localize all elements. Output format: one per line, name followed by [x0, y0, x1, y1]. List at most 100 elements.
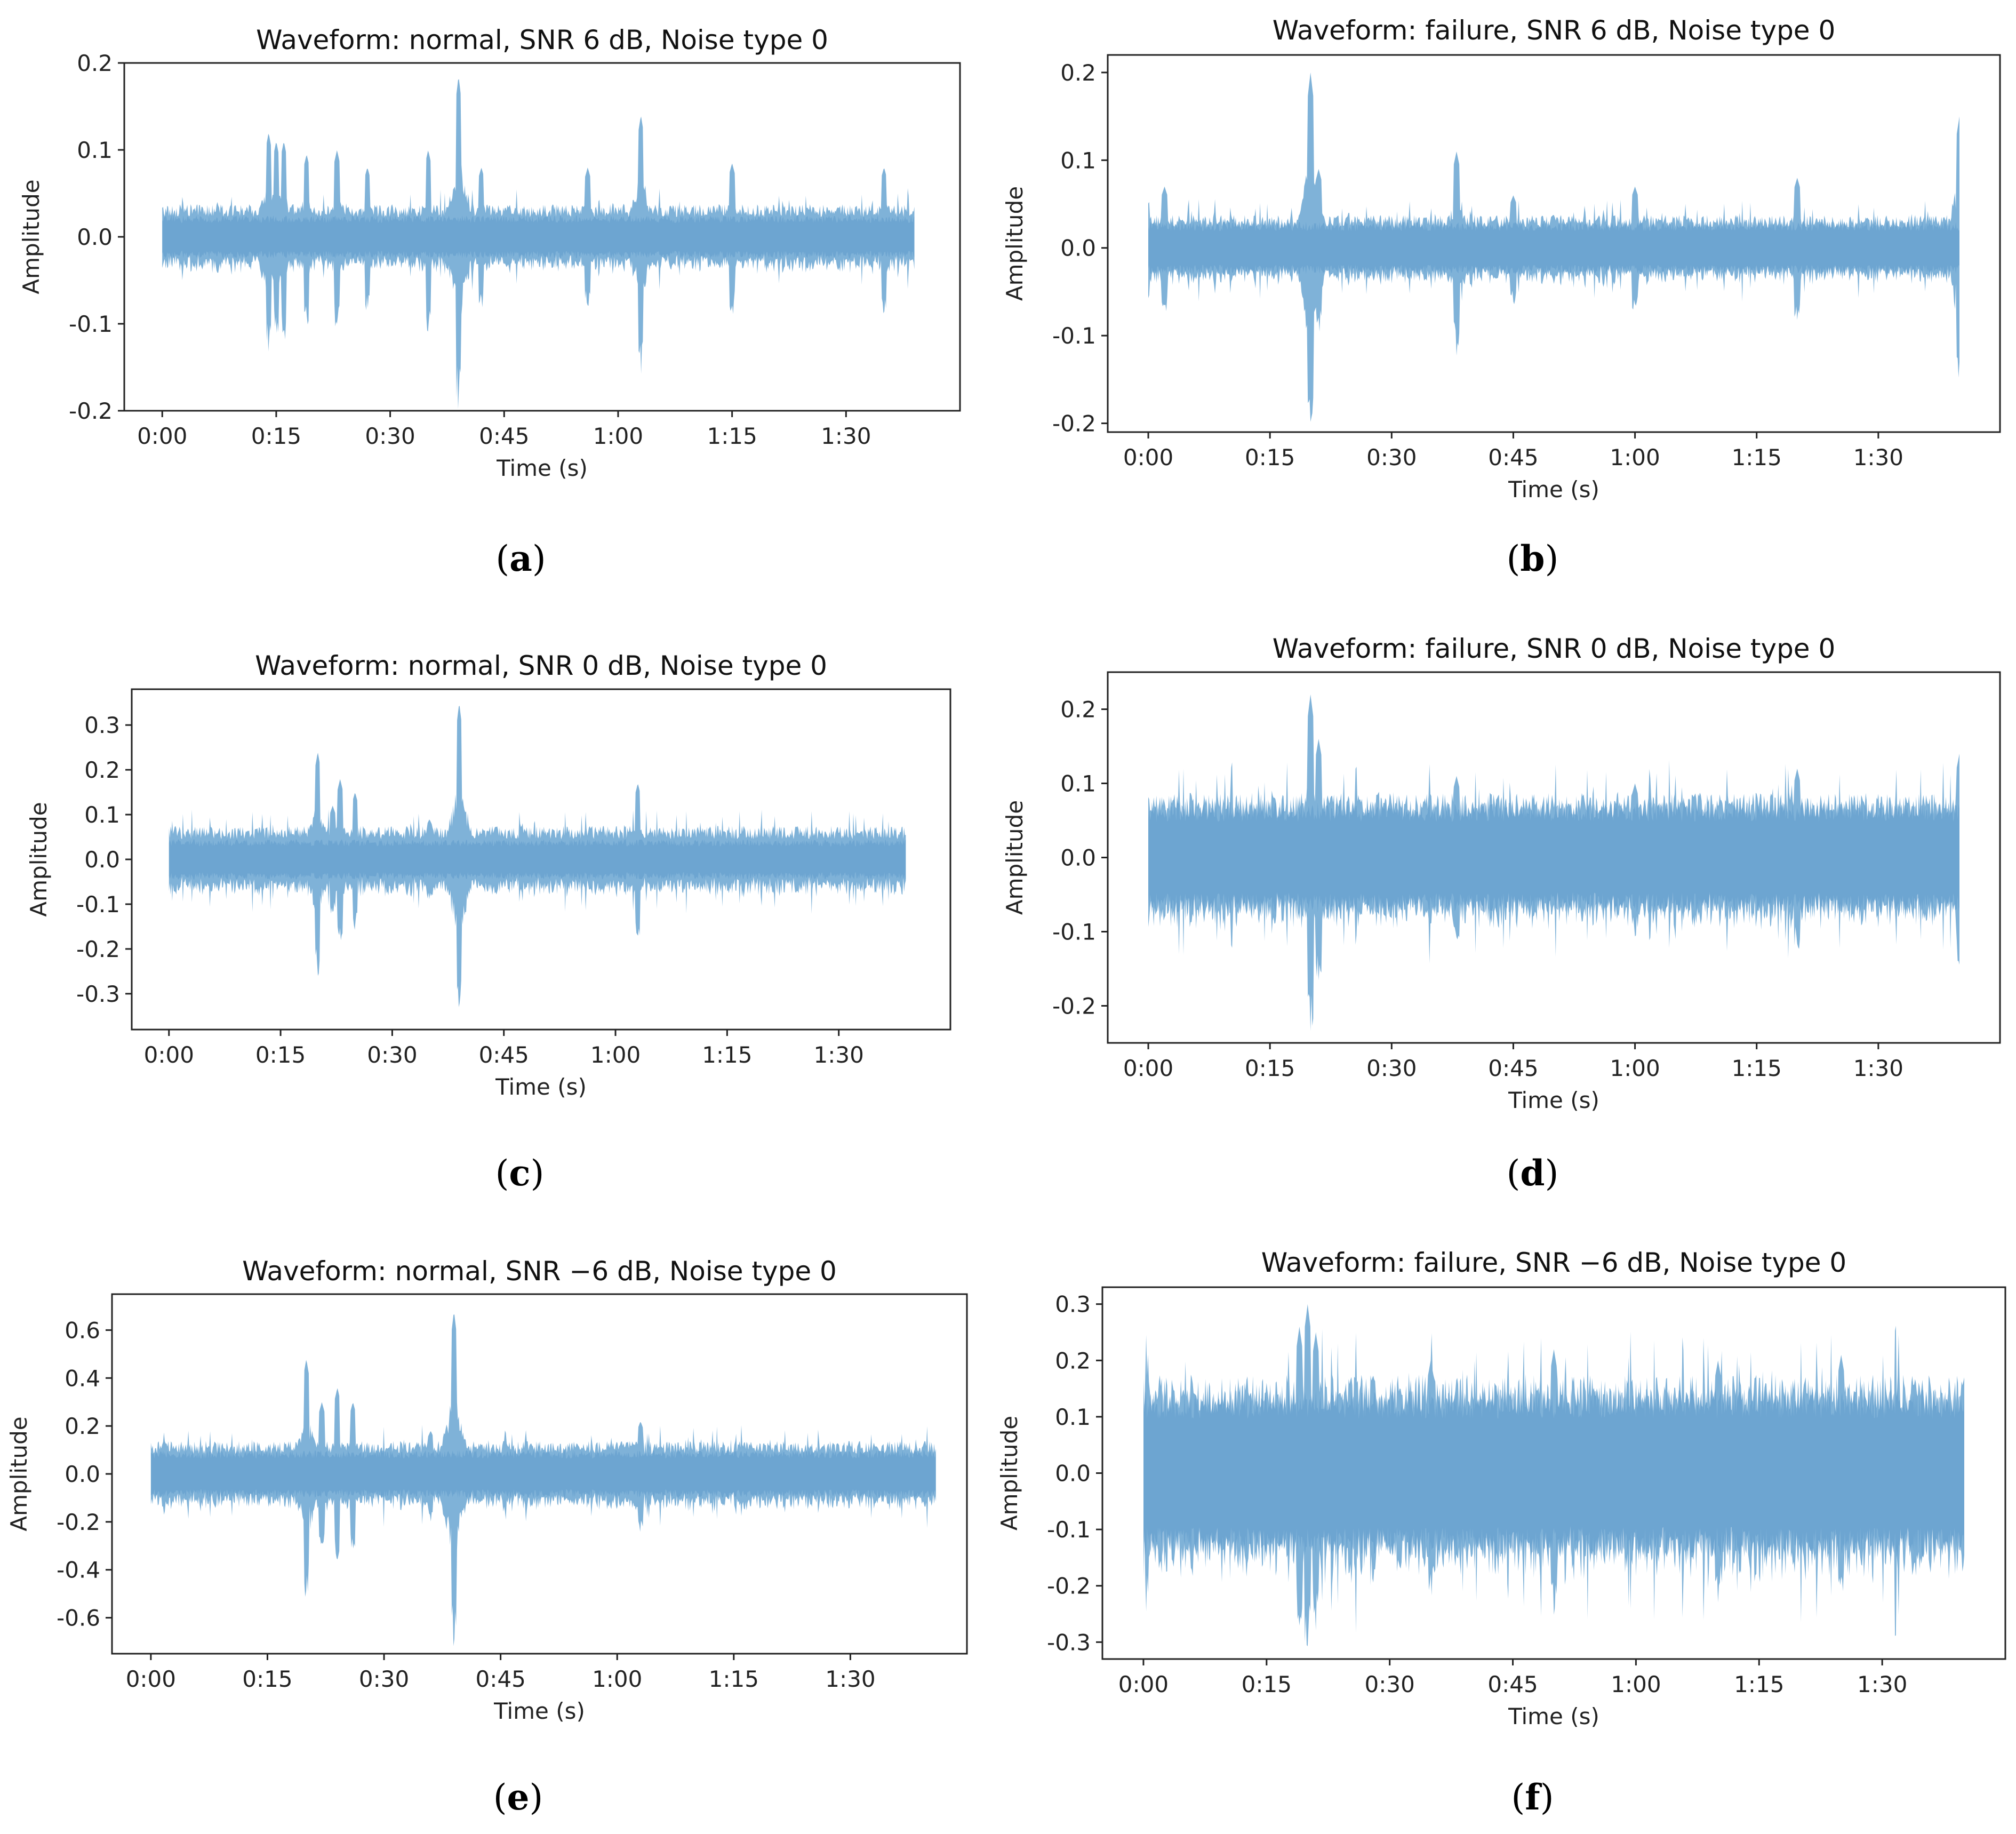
x-axis-label: Time (s): [1508, 1087, 1599, 1113]
x-tick-label: 0:15: [251, 423, 301, 449]
panel-caption: (d): [1507, 1152, 1559, 1194]
x-tick-label: 1:15: [702, 1042, 752, 1068]
y-tick-label: -0.2: [76, 936, 120, 962]
waveform-core: [1148, 802, 1959, 913]
y-tick-label: 0.2: [1055, 1347, 1091, 1374]
chart-title: Waveform: failure, SNR 0 dB, Noise type …: [1273, 633, 1836, 664]
y-tick-label: 0.2: [65, 1413, 100, 1439]
waveform-core: [150, 1450, 936, 1498]
x-tick-label: 1:00: [592, 1666, 642, 1692]
y-tick-label: -0.2: [1052, 993, 1096, 1019]
y-tick-label: 0.2: [84, 757, 120, 783]
x-axis-label: Time (s): [495, 1074, 587, 1100]
x-tick-label: 0:45: [479, 423, 529, 449]
x-tick-label: 1:00: [1611, 1671, 1661, 1697]
y-tick-label: -0.6: [57, 1605, 100, 1631]
y-tick-label: 0.3: [84, 712, 120, 738]
x-tick-label: 1:15: [1732, 1055, 1782, 1081]
y-tick-label: -0.1: [76, 891, 120, 918]
panel-caption-letter: f: [1525, 1776, 1542, 1818]
x-tick-label: 1:30: [825, 1666, 875, 1692]
waveform-core: [169, 839, 906, 880]
x-tick-label: 0:30: [1365, 1671, 1415, 1697]
x-tick-label: 1:15: [709, 1666, 759, 1692]
x-tick-label: 1:15: [1732, 444, 1782, 471]
x-tick-label: 1:00: [593, 423, 643, 449]
x-axis-label: Time (s): [1508, 476, 1599, 503]
waveform-core: [1143, 1389, 1964, 1558]
x-tick-label: 0:15: [1245, 1055, 1295, 1081]
y-tick-label: -0.1: [1047, 1517, 1091, 1543]
chart-title: Waveform: normal, SNR 6 dB, Noise type 0: [256, 25, 828, 55]
chart-title: Waveform: normal, SNR −6 dB, Noise type …: [242, 1256, 837, 1287]
plot-frame: [1107, 54, 2001, 433]
y-tick-label: 0.6: [65, 1317, 100, 1343]
x-tick-label: 0:15: [242, 1666, 292, 1692]
y-tick-label: -0.3: [1047, 1629, 1091, 1655]
y-tick-label: 0.2: [1060, 697, 1096, 723]
panel-e: Waveform: normal, SNR −6 dB, Noise type …: [6, 1256, 968, 1818]
x-tick-label: 0:00: [126, 1666, 176, 1692]
panel-caption: (a): [495, 538, 546, 579]
y-tick-label: 0.3: [1055, 1291, 1091, 1318]
x-axis-label: Time (s): [1508, 1703, 1599, 1729]
y-axis-label: Amplitude: [1002, 186, 1028, 301]
x-tick-label: 1:30: [1853, 444, 1903, 471]
y-tick-label: 0.1: [84, 802, 120, 828]
y-axis-label: Amplitude: [6, 1416, 32, 1531]
x-tick-label: 0:00: [1118, 1671, 1169, 1697]
y-tick-label: 0.1: [1060, 147, 1096, 173]
panel-caption-letter: c: [509, 1152, 530, 1194]
y-tick-label: 0.0: [65, 1461, 100, 1487]
y-tick-label: 0.0: [1055, 1461, 1091, 1487]
x-tick-label: 0:15: [1245, 444, 1295, 471]
y-tick-label: 0.4: [65, 1365, 100, 1391]
x-tick-label: 1:30: [1857, 1671, 1907, 1697]
y-axis-label: Amplitude: [26, 802, 52, 916]
y-tick-label: -0.2: [1052, 411, 1096, 437]
x-tick-label: 0:00: [1123, 444, 1173, 471]
y-tick-label: -0.1: [1052, 919, 1096, 945]
y-tick-label: 0.2: [1060, 60, 1096, 86]
panel-caption: (c): [495, 1152, 545, 1194]
y-tick-label: -0.4: [57, 1557, 100, 1583]
x-tick-label: 0:30: [1366, 1055, 1417, 1081]
x-tick-label: 1:30: [814, 1042, 864, 1068]
x-tick-label: 0:45: [1487, 1671, 1538, 1697]
panel-caption-letter: a: [509, 538, 532, 579]
y-axis-label: Amplitude: [18, 179, 44, 294]
panel-c: Waveform: normal, SNR 0 dB, Noise type 0…: [26, 650, 951, 1194]
x-tick-label: 1:30: [1853, 1055, 1903, 1081]
chart-title: Waveform: normal, SNR 0 dB, Noise type 0: [255, 650, 827, 681]
x-tick-label: 0:15: [255, 1042, 306, 1068]
y-tick-label: -0.2: [1047, 1573, 1091, 1599]
x-tick-label: 1:30: [821, 423, 871, 449]
y-tick-label: 0.0: [1060, 235, 1096, 261]
y-tick-label: -0.2: [69, 398, 113, 424]
x-axis-label: Time (s): [496, 455, 588, 481]
y-tick-label: 0.0: [84, 847, 120, 873]
x-tick-label: 1:15: [1734, 1671, 1784, 1697]
x-tick-label: 1:00: [1610, 1055, 1660, 1081]
panel-f: Waveform: failure, SNR −6 dB, Noise type…: [996, 1247, 2006, 1818]
y-tick-label: 0.0: [1060, 845, 1096, 871]
panel-caption-letter: d: [1520, 1152, 1545, 1194]
panel-caption-letter: b: [1520, 538, 1545, 579]
y-tick-label: -0.1: [69, 311, 113, 337]
x-tick-label: 1:15: [707, 423, 757, 449]
x-tick-label: 0:45: [475, 1666, 525, 1692]
waveform-core: [1148, 221, 1959, 274]
y-tick-label: 0.1: [77, 137, 113, 163]
chart-title: Waveform: failure, SNR −6 dB, Noise type…: [1261, 1247, 1846, 1278]
x-tick-label: 0:30: [359, 1666, 409, 1692]
panel-caption: (b): [1507, 538, 1559, 579]
panel-caption: (e): [493, 1776, 543, 1818]
panel-b: Waveform: failure, SNR 6 dB, Noise type …: [1002, 15, 2001, 579]
waveform-core: [162, 215, 915, 259]
x-tick-label: 0:00: [137, 423, 187, 449]
y-tick-label: -0.3: [76, 981, 120, 1007]
x-tick-label: 0:30: [365, 423, 415, 449]
x-tick-label: 0:30: [367, 1042, 417, 1068]
x-tick-label: 0:00: [1123, 1055, 1173, 1081]
